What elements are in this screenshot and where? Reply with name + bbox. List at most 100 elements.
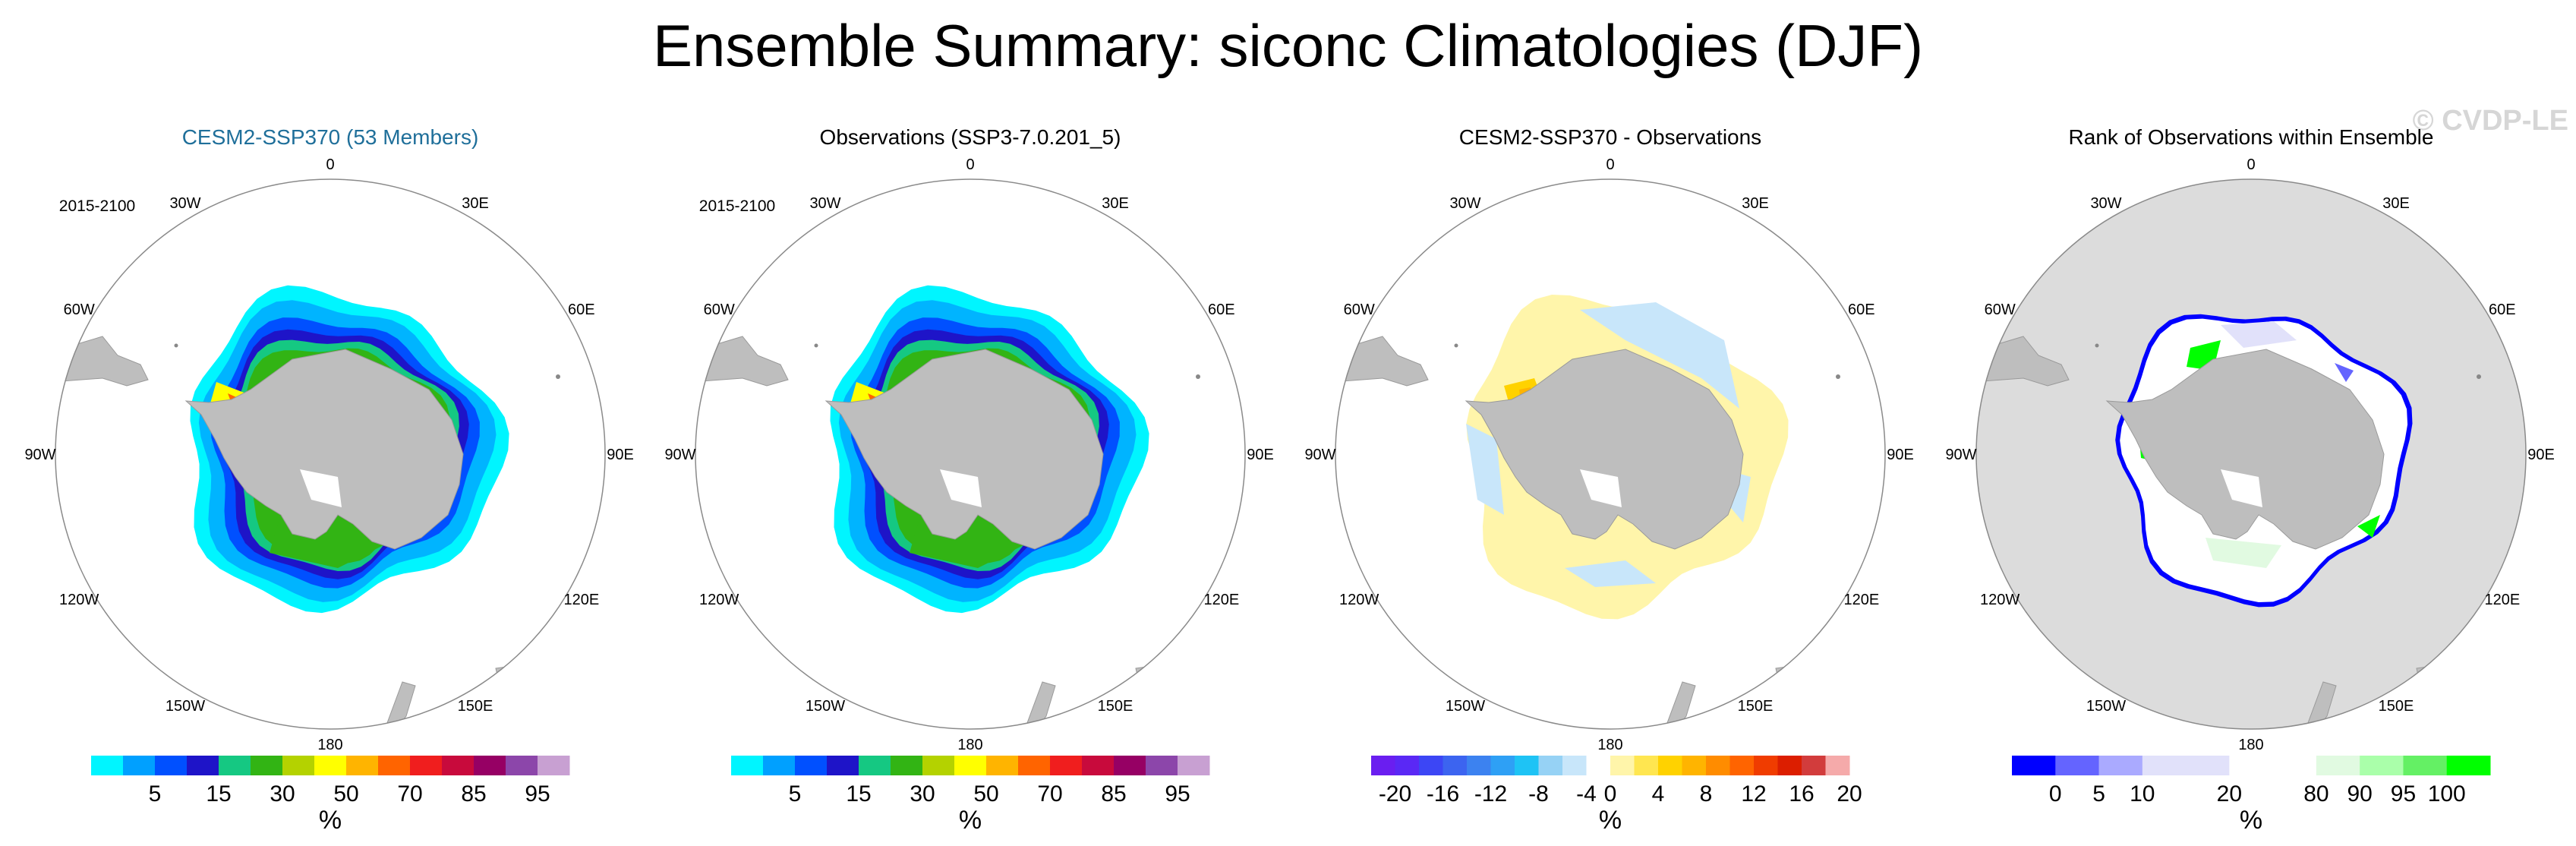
lon-label: 120W — [699, 592, 739, 608]
colorbar-box — [1018, 756, 1051, 775]
lon-label: 0 — [1606, 156, 1614, 173]
colorbar-label: % — [959, 806, 982, 835]
colorbar-box — [410, 756, 443, 775]
lon-label: 0 — [326, 156, 334, 173]
lon-label: 60E — [1208, 301, 1235, 318]
colorbar-box — [1114, 756, 1146, 775]
colorbar-tick: 16 — [1789, 781, 1814, 807]
map-border — [1975, 178, 2527, 730]
lon-label: 30W — [2090, 195, 2121, 212]
colorbar-box — [827, 756, 859, 775]
colorbar-box — [282, 756, 315, 775]
colorbar-box — [219, 756, 251, 775]
lon-label: 120E — [2484, 592, 2520, 608]
lon-label: 60E — [2489, 301, 2516, 318]
map-field — [55, 285, 560, 729]
diff-negative-3 — [1565, 560, 1656, 587]
map-field — [1335, 295, 1840, 729]
colorbar-box — [1442, 756, 1468, 775]
antarctica-land — [184, 349, 464, 550]
antarctica-land — [825, 349, 1104, 550]
colorbar-box — [2055, 756, 2100, 775]
colorbar-box — [2142, 756, 2187, 775]
colorbar-box — [1777, 756, 1802, 775]
colorbar-box — [1050, 756, 1083, 775]
island-dot — [1196, 374, 1200, 379]
lon-label: 120E — [1843, 592, 1879, 608]
colorbar-tick: 8 — [1700, 781, 1713, 807]
colorbar-box — [538, 756, 570, 775]
colorbar-tick: 20 — [2217, 781, 2242, 807]
lon-label: 90W — [24, 447, 55, 463]
colorbar-tick: 95 — [525, 781, 550, 807]
lon-label: 60W — [64, 301, 95, 318]
colorbar-tick: 70 — [1037, 781, 1062, 807]
ice-shelf — [940, 469, 982, 507]
island-dot — [1836, 374, 1840, 379]
ice-shelf — [1580, 469, 1622, 507]
colorbar-box — [763, 756, 796, 775]
antarctica-land — [2105, 349, 2385, 550]
lon-label: 150W — [1446, 698, 1485, 715]
lon-label: 180 — [317, 737, 342, 753]
colorbar-box — [346, 756, 379, 775]
colorbar-box — [891, 756, 923, 775]
panel-3: CESM2-SSP370 - Observations030E60E90E120… — [1304, 125, 1913, 835]
colorbar-tick: -12 — [1474, 781, 1507, 807]
panel-title: CESM2-SSP370 (53 Members) — [182, 125, 479, 149]
colorbar-box — [1490, 756, 1515, 775]
colorbar-box — [1371, 756, 1395, 775]
colorbar-box — [1682, 756, 1707, 775]
colorbar-tick: 85 — [461, 781, 486, 807]
panel-1: CESM2-SSP370 (53 Members) 2015-2100 0 30E 60… — [24, 125, 633, 835]
colorbar-box — [795, 756, 828, 775]
lon-label: 60W — [1985, 301, 2016, 318]
colorbar-box — [1825, 756, 1850, 775]
colorbar-box — [1586, 756, 1611, 775]
rank-green-2 — [2357, 515, 2380, 538]
colorbar-tick: 70 — [397, 781, 422, 807]
colorbar-box — [442, 756, 475, 775]
colorbar-tick: 30 — [910, 781, 935, 807]
lon-label: 120W — [1980, 592, 2019, 608]
colorbar-tick: 30 — [270, 781, 295, 807]
colorbar-box — [2272, 756, 2317, 775]
lon-label: 120E — [563, 592, 599, 608]
colorbar-box — [314, 756, 347, 775]
panel-4: Rank of Observations within Ensemble 0 30E… — [1945, 125, 2554, 835]
colorbar-box — [1634, 756, 1659, 775]
lon-label: 90E — [1887, 447, 1914, 463]
panel-title: Observations (SSP3-7.0.201_5) — [820, 125, 1121, 149]
colorbar-box — [506, 756, 538, 775]
colorbar-box — [1562, 756, 1587, 775]
colorbar-box — [2098, 756, 2143, 775]
colorbar-box — [1467, 756, 1491, 775]
tasmania-land — [2416, 666, 2431, 683]
colorbar-box — [1538, 756, 1563, 775]
colorbar-tick: 5 — [149, 781, 162, 807]
figure-title: Ensemble Summary: siconc Climatologies (… — [652, 12, 1924, 79]
colorbar-tick: 12 — [1741, 781, 1766, 807]
lon-label: 150E — [1738, 698, 1774, 715]
map-border — [1335, 178, 1886, 730]
colorbar-tick: 0 — [2049, 781, 2062, 807]
colorbar-box — [474, 756, 506, 775]
colorbar-tick: 95 — [1165, 781, 1190, 807]
colorbar-box — [2403, 756, 2448, 775]
colorbar-tick: 4 — [1652, 781, 1665, 807]
lon-label: 0 — [966, 156, 974, 173]
lon-label: 90E — [2527, 447, 2555, 463]
lon-label: 30E — [1742, 195, 1769, 212]
colorbar-box — [2012, 756, 2056, 775]
colorbar-box — [1146, 756, 1178, 775]
island-dot — [2095, 343, 2099, 348]
colorbar-box — [1658, 756, 1682, 775]
colorbar-tick: 95 — [2391, 781, 2416, 807]
colorbar-box — [187, 756, 219, 775]
island-dot — [2026, 707, 2029, 710]
island-dot — [2477, 374, 2481, 379]
colorbar-tick: 5 — [2092, 781, 2105, 807]
island-dot — [1454, 343, 1458, 348]
map-border — [695, 178, 1246, 730]
tasmania-land — [1775, 666, 1790, 683]
